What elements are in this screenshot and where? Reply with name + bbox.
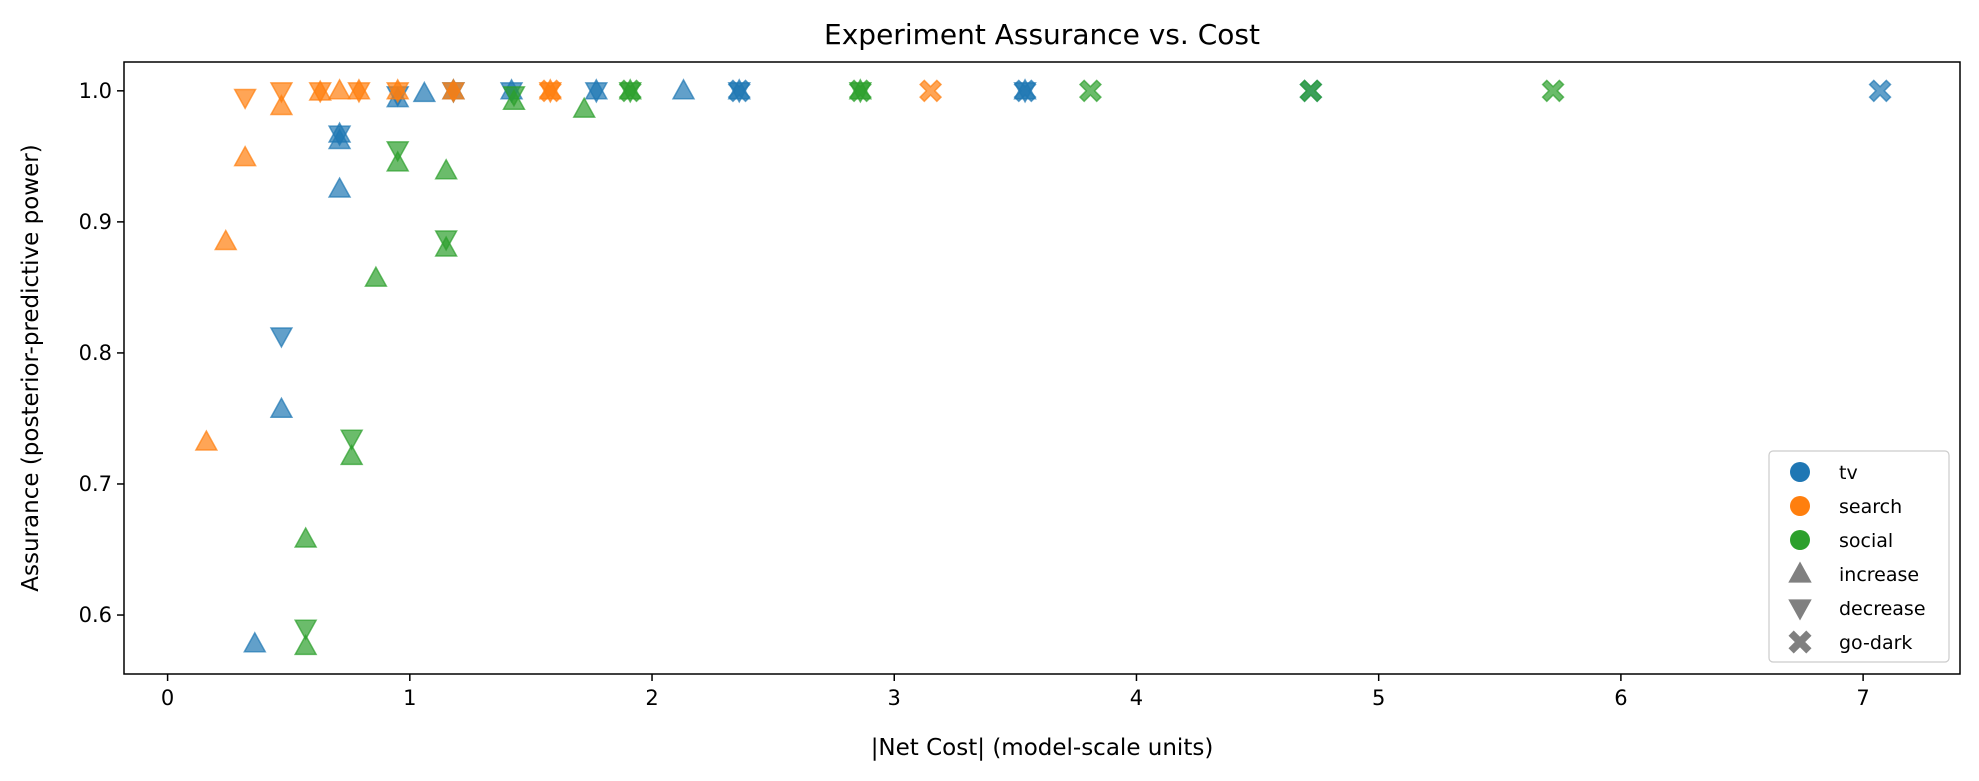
data-point-social-go-dark	[618, 79, 642, 103]
legend-label-decrease: decrease	[1839, 598, 1926, 620]
data-point-social-go-dark	[1078, 79, 1102, 103]
data-point-social-go-dark	[1299, 79, 1323, 103]
data-point-search-increase	[194, 429, 219, 451]
data-point-social-decrease	[385, 141, 410, 163]
data-point-social-go-dark	[848, 79, 872, 103]
x-tick-label: 6	[1614, 686, 1627, 710]
y-tick-label: 1.0	[79, 79, 112, 103]
data-point-search-decrease	[308, 82, 332, 104]
legend-swatch-search	[1790, 496, 1810, 516]
legend-label-social: social	[1839, 530, 1893, 552]
legend-swatch-tv	[1790, 462, 1810, 482]
legend-swatch-social	[1790, 530, 1810, 550]
x-tick-label: 1	[403, 686, 416, 710]
axis-ticks: 0 1 2 3 4 5 6 7 0.6 0.7 0.8 0.9 1.0	[79, 79, 1870, 710]
data-point-social-decrease	[339, 429, 364, 451]
data-point-search-go-dark	[538, 79, 562, 103]
data-point-tv-decrease	[584, 82, 609, 104]
legend-label-go-dark: go-dark	[1839, 632, 1912, 654]
data-point-tv-increase	[412, 80, 437, 103]
data-point-tv-decrease	[269, 327, 294, 349]
x-tick-label: 0	[161, 686, 174, 710]
legend-label-increase: increase	[1839, 564, 1919, 586]
data-point-search-go-dark	[919, 79, 943, 103]
x-tick-label: 2	[645, 686, 658, 710]
data-point-social-increase	[339, 443, 364, 466]
legend-label-search: search	[1839, 496, 1902, 518]
data-point-search-decrease	[233, 88, 257, 110]
x-axis-label: |Net Cost| (model-scale units)	[871, 735, 1214, 761]
data-point-social-increase	[293, 633, 318, 656]
data-point-search-increase	[269, 94, 294, 116]
legend-swatch-increase	[1788, 561, 1812, 583]
y-tick-label: 0.7	[79, 472, 112, 496]
data-point-tv-increase	[243, 631, 267, 653]
y-tick-label: 0.6	[79, 603, 112, 627]
y-tick-label: 0.9	[79, 210, 112, 234]
data-point-tv-decrease	[327, 125, 352, 147]
x-tick-label: 4	[1130, 686, 1143, 710]
data-point-tv-increase	[327, 176, 352, 198]
data-point-social-decrease	[293, 619, 318, 641]
data-point-social-increase	[572, 96, 596, 118]
data-point-tv-increase	[269, 396, 294, 418]
legend-frame	[1768, 450, 1950, 663]
axes-frame	[123, 61, 1961, 675]
data-point-search-decrease	[385, 82, 410, 104]
data-point-search-increase	[214, 228, 238, 251]
data-point-search-decrease	[347, 82, 371, 104]
data-point-search-decrease	[441, 82, 466, 104]
data-point-tv-go-dark	[727, 79, 751, 103]
data-point-tv-go-dark	[1013, 79, 1037, 103]
x-tick-label: 7	[1856, 686, 1869, 710]
data-point-search-increase	[233, 145, 257, 167]
data-point-social-decrease	[434, 230, 458, 252]
chart-title: Experiment Assurance vs. Cost	[824, 18, 1260, 51]
legend-swatch-decrease	[1788, 599, 1812, 621]
data-point-tv-increase	[671, 78, 696, 100]
legend: tv search social increase decrease go-dark	[1768, 450, 1950, 663]
data-point-social-increase	[364, 265, 388, 287]
plot-marks	[194, 78, 1892, 656]
y-tick-label: 0.8	[79, 341, 112, 365]
x-tick-label: 5	[1372, 686, 1385, 710]
legend-swatch-go-dark	[1788, 630, 1812, 654]
legend-label-tv: tv	[1839, 462, 1858, 484]
data-point-search-decrease	[269, 82, 294, 104]
data-point-tv-go-dark	[1868, 79, 1892, 103]
data-point-social-increase	[293, 526, 318, 548]
data-point-social-go-dark	[1541, 79, 1565, 103]
data-point-social-decrease	[502, 86, 526, 108]
y-axis-label: Assurance (posterior-predictive power)	[18, 144, 44, 591]
x-tick-label: 3	[888, 686, 901, 710]
data-point-social-increase	[434, 158, 458, 180]
data-point-search-increase	[327, 78, 352, 100]
